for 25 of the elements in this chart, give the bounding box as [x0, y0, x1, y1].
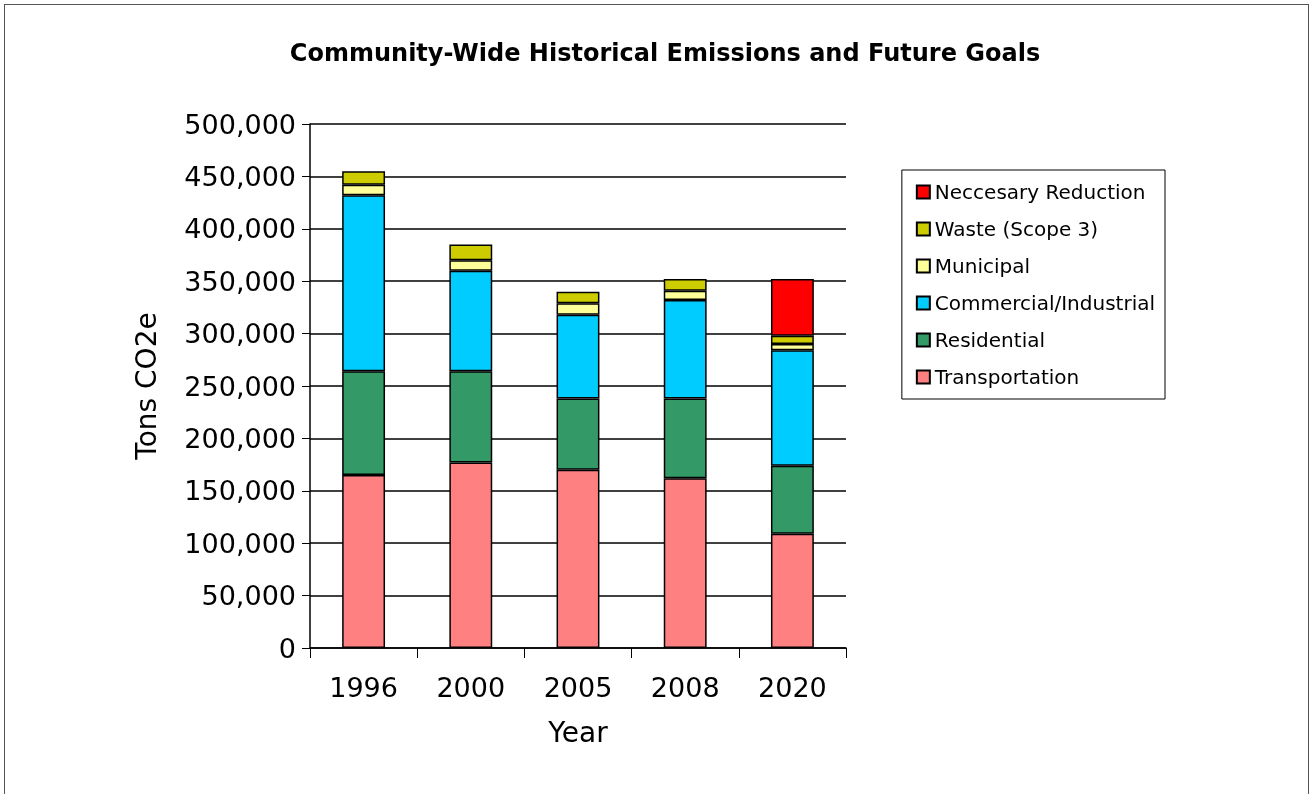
legend-label: Municipal [934, 254, 1031, 278]
y-tick-label: 350,000 [184, 265, 296, 297]
legend-label: Waste (Scope 3) [934, 217, 1099, 241]
legend-label: Commercial/Industrial [934, 291, 1155, 315]
chart-title: Community-Wide Historical Emissions and Future Goals [289, 39, 1041, 67]
y-tick-label: 0 [278, 632, 296, 664]
x-axis-title: Year [547, 715, 609, 749]
x-tick-label: 2008 [650, 672, 720, 703]
y-tick-label: 300,000 [184, 318, 296, 350]
y-tick-label: 450,000 [184, 160, 296, 192]
x-tick-label: 2020 [758, 672, 827, 703]
x-tick-label: 1996 [329, 672, 398, 703]
y-tick-label: 200,000 [184, 422, 296, 454]
legend-label: Transportation [933, 365, 1080, 389]
x-tick-label: 2005 [543, 672, 613, 703]
legend-label: Residential [934, 328, 1046, 352]
y-tick-label: 400,000 [184, 213, 296, 245]
y-tick-label: 500,000 [184, 108, 296, 140]
y-axis-title: Tons CO2e [129, 312, 163, 461]
y-tick-label: 150,000 [184, 475, 296, 507]
y-tick-label: 250,000 [184, 370, 296, 402]
y-tick-label: 100,000 [184, 527, 296, 559]
x-tick-label: 2000 [436, 672, 506, 703]
legend-label: Neccesary Reduction [934, 180, 1146, 204]
y-tick-label: 50,000 [201, 580, 296, 612]
